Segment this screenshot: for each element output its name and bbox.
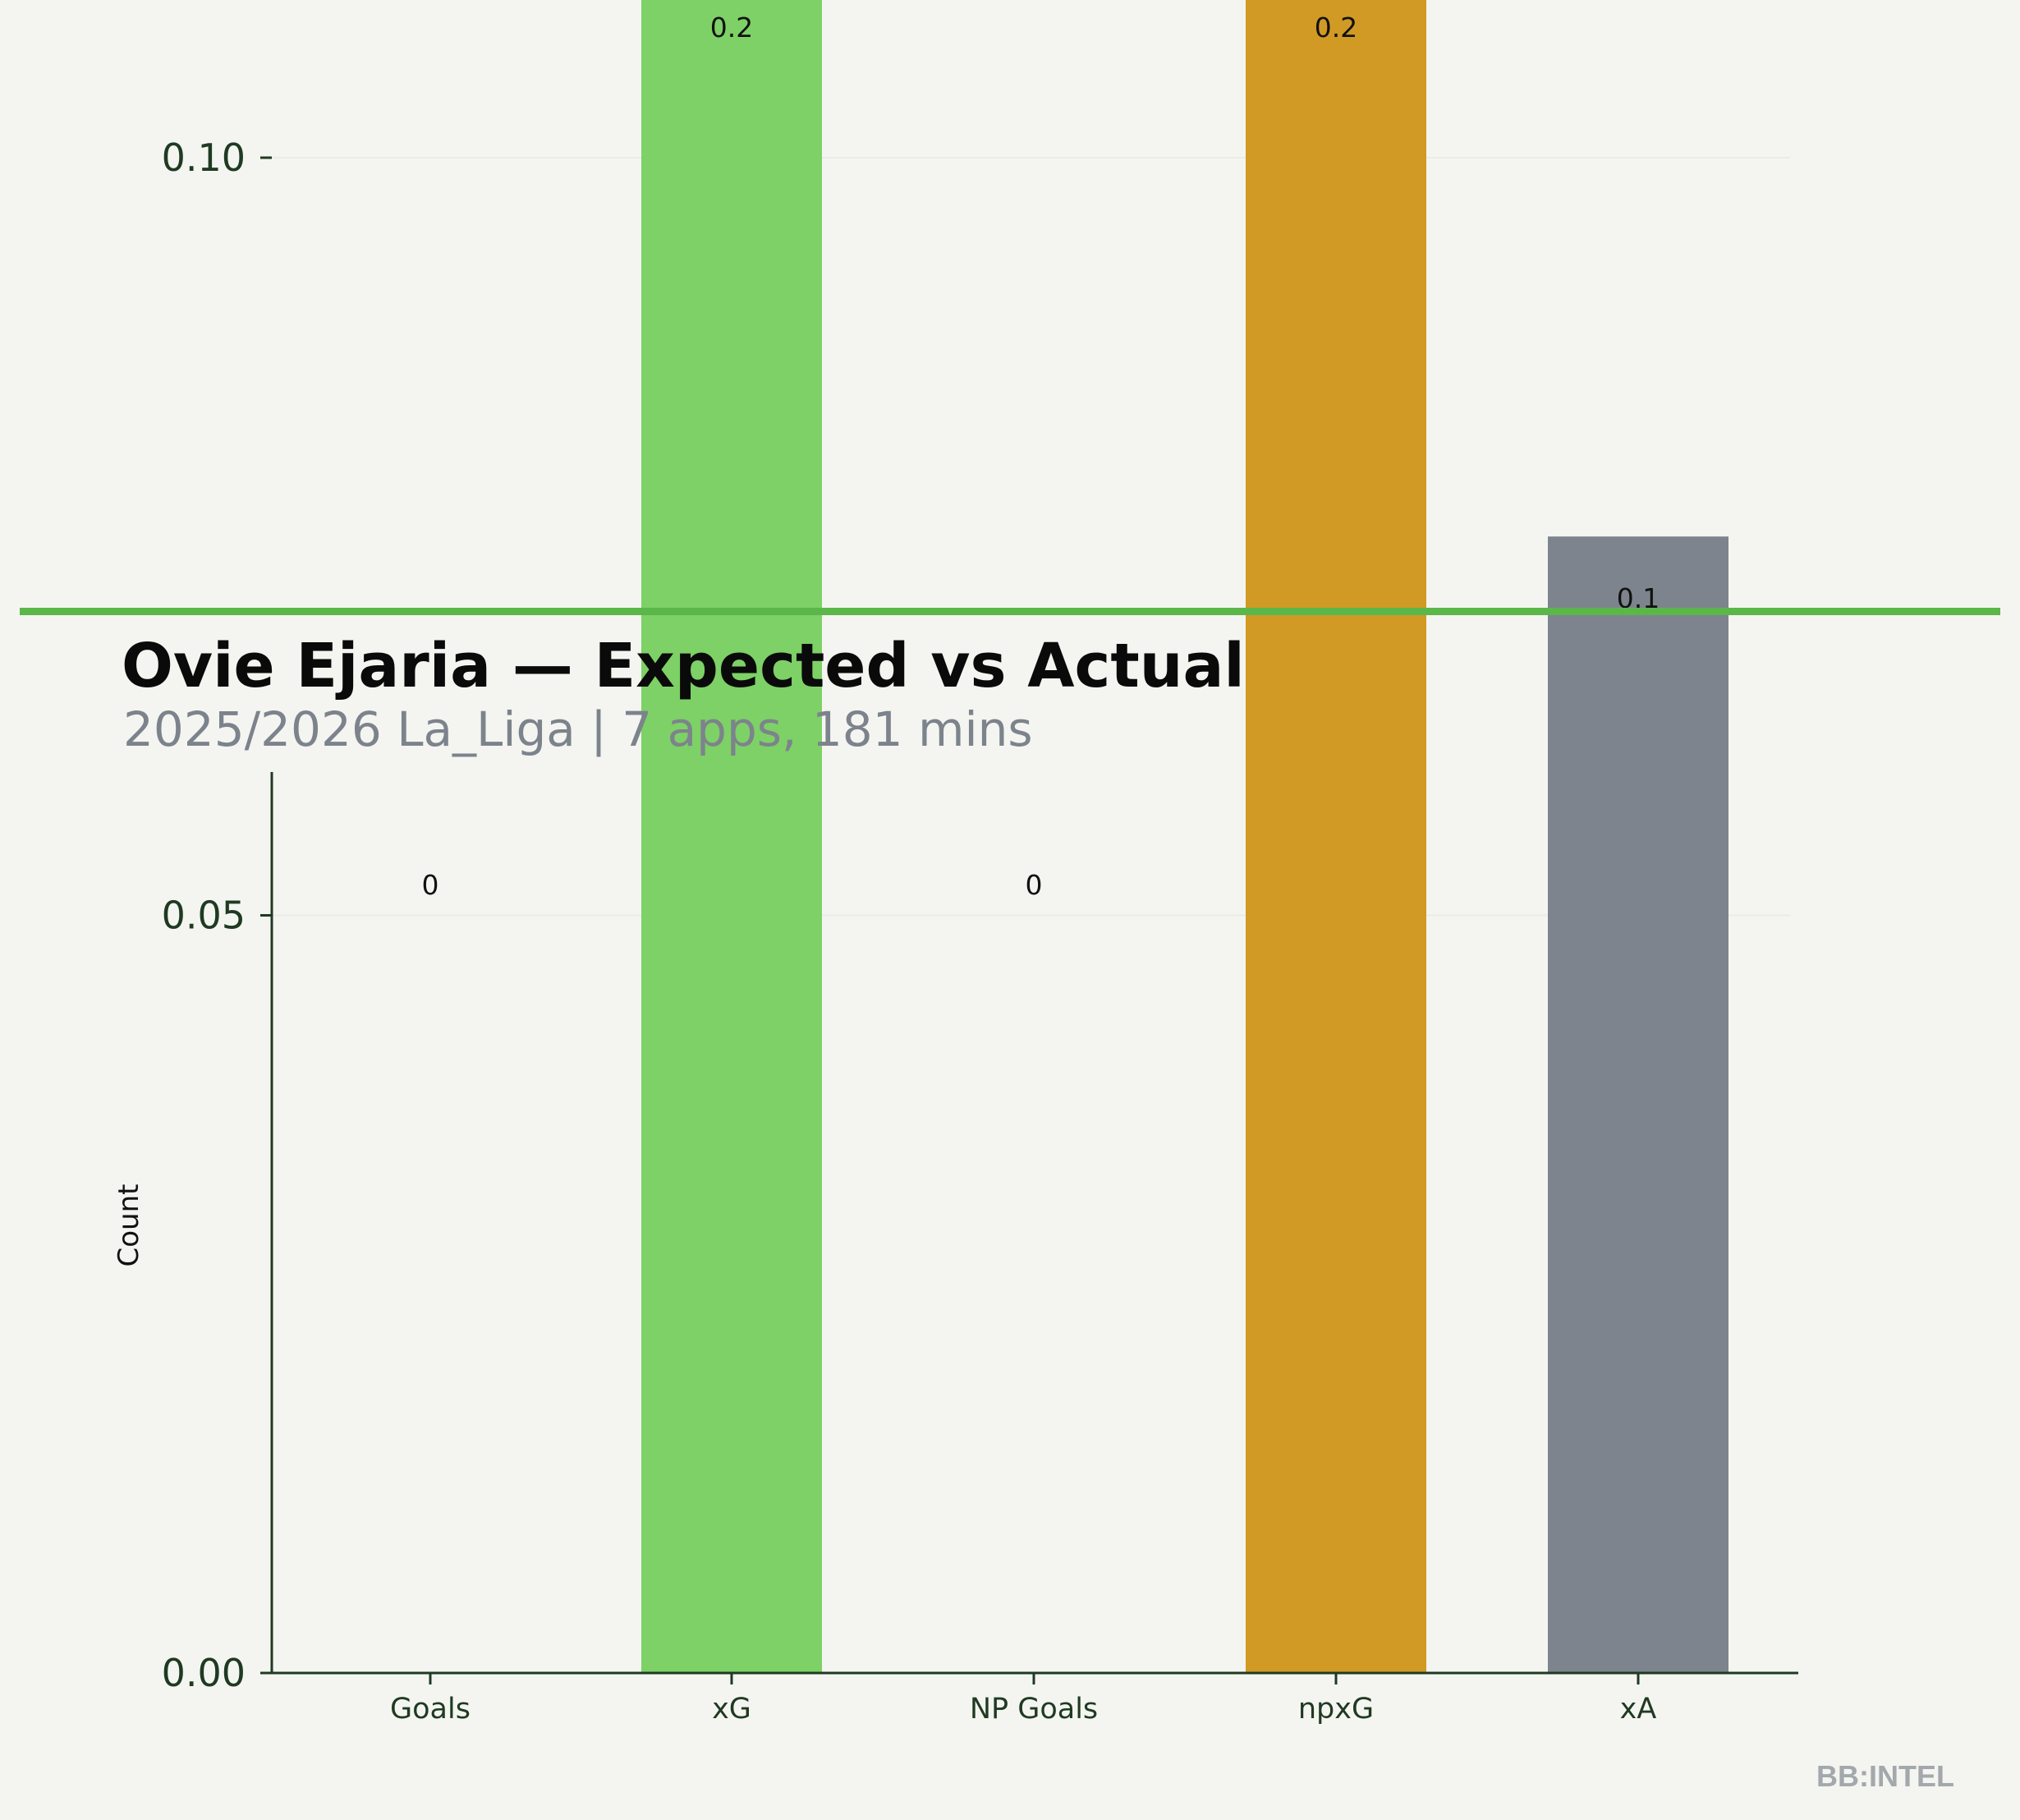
grid-lines xyxy=(272,157,1790,917)
y-axis-label: Count xyxy=(112,1184,145,1267)
y-tick-label: 0.05 xyxy=(162,894,246,938)
bar-value-label: 0.2 xyxy=(710,11,753,44)
x-tick-label: NP Goals xyxy=(970,1693,1098,1726)
bar-value-label: 0 xyxy=(422,869,439,901)
y-ticks: 0.000.050.100.150.20 xyxy=(162,136,272,1695)
bar xyxy=(1548,536,1728,1673)
bar xyxy=(1246,0,1426,1673)
data-labels: 00.200.20.1 xyxy=(422,11,1660,901)
y-tick-label: 0.10 xyxy=(162,136,246,180)
watermark: BB:INTEL xyxy=(1816,1759,1954,1793)
chart-subtitle: 2025/2026 La_Liga | 7 apps, 181 mins xyxy=(123,701,1033,757)
y-tick-label: 0.00 xyxy=(162,1651,246,1695)
bar xyxy=(641,0,822,1673)
x-tick-label: Goals xyxy=(390,1693,471,1726)
bar-value-label: 0.2 xyxy=(1315,11,1357,44)
bars xyxy=(641,0,1728,1673)
x-ticks: Goals xG NP Goals npxG xA xyxy=(390,1673,1656,1726)
chart-title: Ovie Ejaria — Expected vs Actual xyxy=(122,631,1245,701)
header-accent-line xyxy=(20,608,2000,615)
x-tick-label: xA xyxy=(1620,1693,1657,1726)
x-tick-label: npxG xyxy=(1298,1693,1374,1726)
x-tick-label: xG xyxy=(712,1693,751,1726)
bar-value-label: 0 xyxy=(1026,869,1043,901)
